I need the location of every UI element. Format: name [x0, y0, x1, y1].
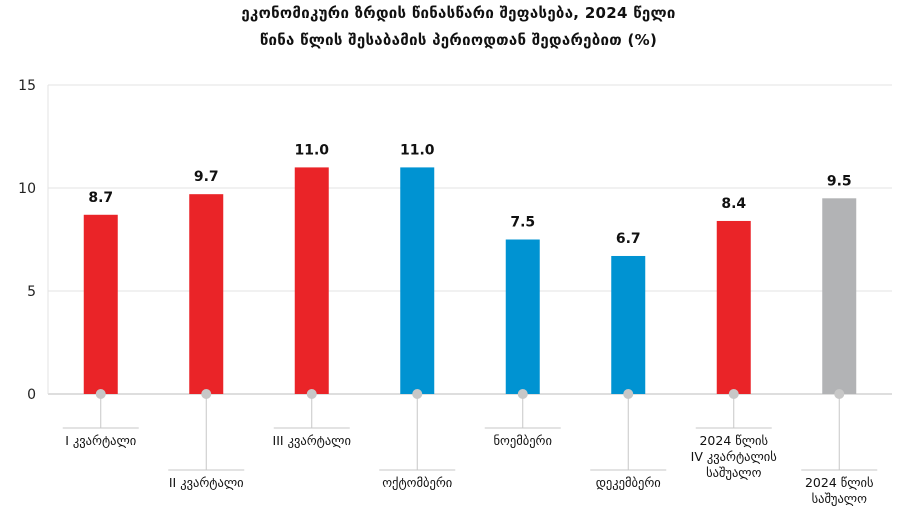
category-label-line: III კვარტალი	[273, 433, 351, 448]
category-label-line: 2024 წლის	[699, 433, 768, 448]
category-label-line: დეკემბერი	[596, 475, 661, 490]
value-label: 11.0	[400, 142, 435, 158]
value-label: 11.0	[294, 142, 329, 158]
bar	[400, 167, 435, 394]
category-label: I კვარტალი	[65, 433, 136, 448]
category-dot	[834, 389, 845, 399]
grid-lines	[48, 84, 892, 395]
bar	[189, 194, 224, 394]
y-tick-label: 10	[18, 181, 36, 197]
category-dot	[728, 389, 739, 399]
category-label-line: საშუალო	[706, 465, 762, 480]
chart-title-line-1: ეკონომიკური ზრდის წინასწარი შეფასება, 20…	[241, 4, 676, 22]
category-label-line: საშუალო	[812, 491, 868, 506]
bar	[294, 167, 329, 394]
category-dot	[306, 389, 317, 399]
category-label: ოქტომბერი	[382, 475, 452, 490]
bar	[83, 214, 118, 394]
category-label: II კვარტალი	[169, 475, 244, 490]
category-dot	[412, 389, 423, 399]
category-label: 2024 წლის საშუალო	[805, 475, 874, 506]
category-label: III კვარტალი	[273, 433, 351, 448]
category-dot	[201, 389, 212, 399]
y-axis: 0 5 10 15	[18, 78, 49, 403]
category-label-line: II კვარტალი	[169, 475, 244, 490]
category-dot	[517, 389, 528, 399]
value-label: 9.7	[194, 169, 219, 185]
y-tick-label: 0	[27, 387, 36, 403]
value-label: 7.5	[510, 215, 535, 231]
category-label-line: I კვარტალი	[65, 433, 136, 448]
y-tick-label: 5	[27, 284, 36, 300]
category-dot	[95, 389, 106, 399]
value-label: 8.4	[721, 196, 746, 212]
category-dot	[623, 389, 634, 399]
bars	[83, 167, 857, 394]
category-label-line: ოქტომბერი	[382, 475, 452, 490]
bar	[822, 198, 857, 394]
category-label: ნოემბერი	[494, 433, 552, 448]
category-label-line: 2024 წლის	[805, 475, 874, 490]
category-label: დეკემბერი	[596, 475, 661, 490]
value-label: 6.7	[616, 231, 641, 247]
y-tick-label: 15	[18, 78, 36, 94]
value-label: 8.7	[88, 190, 113, 206]
bar	[611, 255, 646, 394]
value-labels: 8.7 9.7 11.0 11.0 7.5 6.7 8.4 9.5	[88, 142, 851, 247]
value-label: 9.5	[827, 173, 852, 189]
bar	[716, 220, 751, 394]
category-labels: I კვარტალი II კვარტალი III კვარტალი ოქტომბე…	[65, 433, 873, 506]
bar	[505, 239, 540, 394]
chart-title-line-2: წინა წლის შესაბამის პერიოდთან შედარებით …	[259, 31, 658, 49]
category-connectors	[62, 389, 878, 471]
category-label: 2024 წლის IV კვარტალის საშუალო	[691, 433, 777, 480]
category-label-line: ნოემბერი	[494, 433, 552, 448]
category-label-line: IV კვარტალის	[691, 449, 777, 464]
